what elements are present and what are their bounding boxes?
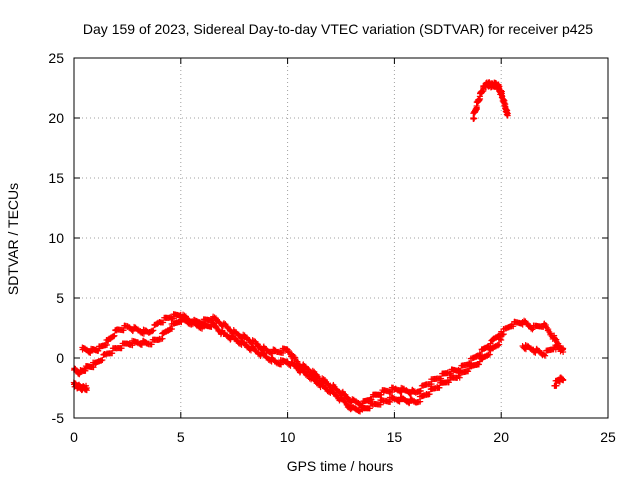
- y-tick-label: 15: [48, 170, 64, 186]
- y-axis-label: SDTVAR / TECUs: [5, 183, 21, 295]
- data-point: [231, 328, 248, 342]
- data-point: [519, 342, 537, 354]
- data-point: [113, 322, 131, 334]
- x-tick-label: 10: [280, 429, 296, 445]
- y-tick-label: 10: [48, 230, 64, 246]
- y-tick-label: 5: [56, 290, 64, 306]
- x-tick-label: 0: [70, 429, 78, 445]
- data-point: [348, 396, 366, 409]
- axis-ticks: 0 5 10 15 20 25 -5 0 5 10 15 20 25: [48, 50, 616, 445]
- data-point: [88, 343, 103, 354]
- data-point: [498, 337, 505, 343]
- data-point: [83, 385, 90, 391]
- data-point: [560, 345, 567, 352]
- data-point: [402, 396, 419, 407]
- grid-lines: [74, 58, 608, 418]
- data-points: [70, 79, 567, 415]
- data-point: [156, 326, 173, 343]
- data-point: [105, 326, 120, 345]
- data-point: [135, 337, 151, 349]
- data-point: [530, 322, 547, 331]
- data-point: [273, 345, 290, 356]
- data-point: [423, 385, 440, 398]
- data-point: [177, 311, 194, 326]
- data-point: [391, 394, 408, 405]
- data-point: [199, 316, 216, 327]
- x-tick-label: 25: [600, 429, 616, 445]
- data-point: [502, 104, 511, 119]
- chart-title: Day 159 of 2023, Sidereal Day-to-day VTE…: [83, 21, 593, 37]
- data-point: [370, 397, 386, 408]
- data-point: [295, 361, 312, 373]
- y-tick-label: 0: [56, 350, 64, 366]
- data-point: [124, 323, 141, 335]
- data-point: [316, 375, 333, 390]
- data-point: [220, 320, 237, 337]
- data-point: [92, 350, 108, 367]
- data-point: [473, 95, 484, 111]
- y-tick-label: -5: [52, 410, 65, 426]
- data-point: [252, 340, 270, 354]
- data-point: [252, 347, 269, 360]
- x-tick-label: 20: [493, 429, 509, 445]
- data-point: [284, 346, 301, 366]
- data-point: [519, 317, 536, 333]
- data-point: [530, 345, 546, 359]
- data-point: [145, 319, 162, 336]
- y-tick-label: 20: [48, 110, 64, 126]
- data-point: [423, 375, 440, 388]
- data-point: [470, 105, 480, 122]
- y-tick-label: 25: [48, 50, 64, 66]
- data-point: [209, 320, 226, 338]
- data-point: [476, 343, 494, 358]
- x-tick-label: 5: [177, 429, 185, 445]
- data-point: [504, 112, 511, 119]
- data-point: [540, 346, 557, 359]
- data-point: [220, 330, 237, 343]
- data-point: [96, 336, 111, 352]
- x-tick-label: 15: [387, 429, 403, 445]
- data-point: [305, 367, 322, 382]
- data-point: [466, 352, 483, 367]
- plot-frame: [73, 57, 609, 419]
- data-point: [391, 384, 408, 396]
- data-point: [560, 376, 567, 383]
- x-axis-label: GPS time / hours: [287, 458, 394, 474]
- data-point: [380, 384, 397, 396]
